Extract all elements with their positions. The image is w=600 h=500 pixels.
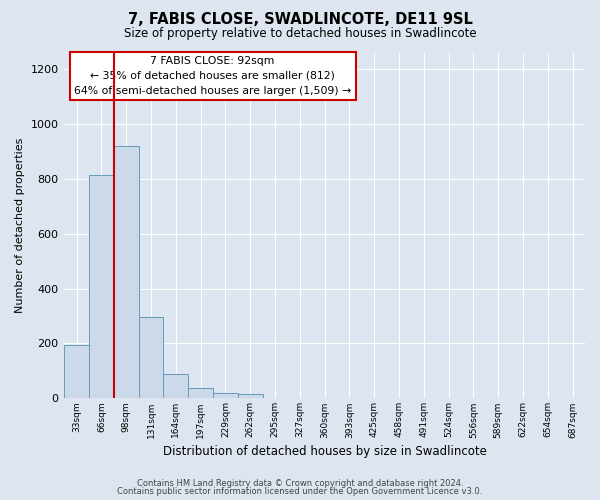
Text: Size of property relative to detached houses in Swadlincote: Size of property relative to detached ho… [124, 28, 476, 40]
Bar [163, 374, 188, 398]
Text: 7 FABIS CLOSE: 92sqm  
← 35% of detached houses are smaller (812)
64% of semi-de: 7 FABIS CLOSE: 92sqm ← 35% of detached h… [74, 56, 351, 96]
Bar [64, 346, 89, 399]
Y-axis label: Number of detached properties: Number of detached properties [15, 138, 25, 313]
Bar [213, 394, 238, 398]
Bar [114, 146, 139, 398]
Text: Contains public sector information licensed under the Open Government Licence v3: Contains public sector information licen… [118, 487, 482, 496]
Bar [139, 317, 163, 398]
Bar [89, 176, 114, 398]
Text: 7, FABIS CLOSE, SWADLINCOTE, DE11 9SL: 7, FABIS CLOSE, SWADLINCOTE, DE11 9SL [128, 12, 472, 28]
Bar [238, 394, 263, 398]
Bar [188, 388, 213, 398]
X-axis label: Distribution of detached houses by size in Swadlincote: Distribution of detached houses by size … [163, 444, 487, 458]
Text: Contains HM Land Registry data © Crown copyright and database right 2024.: Contains HM Land Registry data © Crown c… [137, 478, 463, 488]
